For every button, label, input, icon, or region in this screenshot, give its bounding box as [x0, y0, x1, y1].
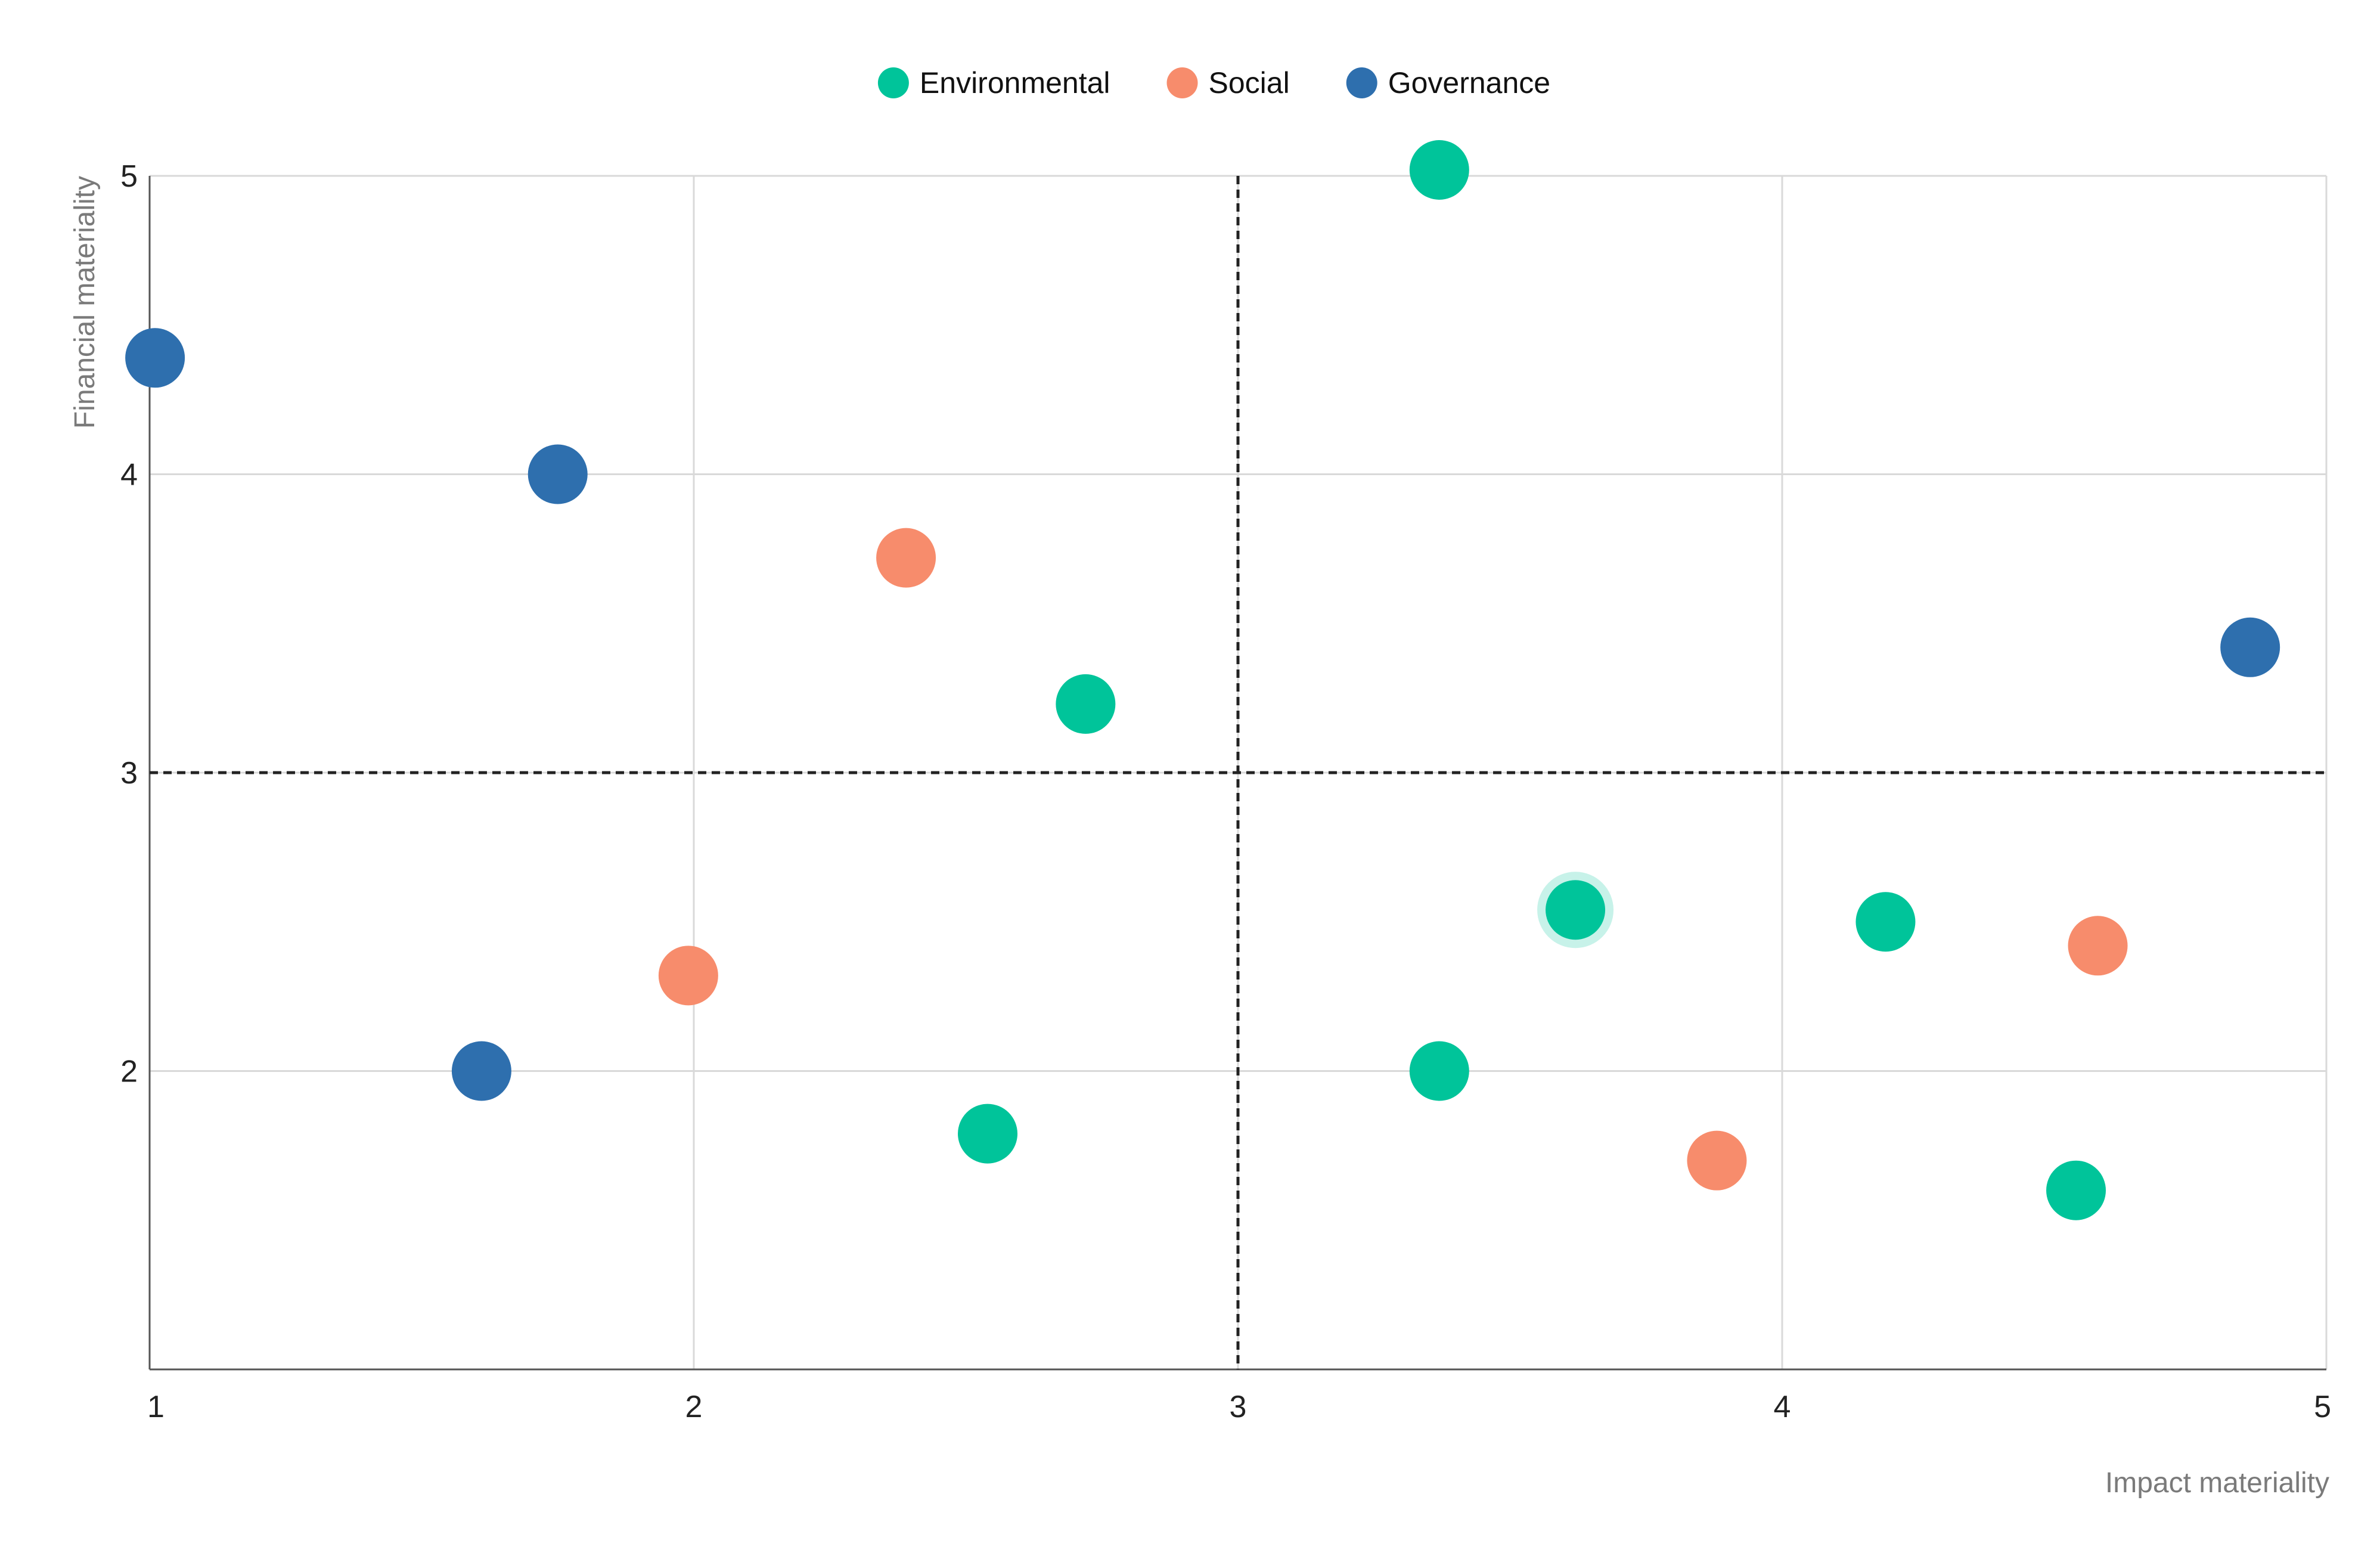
environmental-point[interactable] — [1409, 1041, 1469, 1101]
environmental-point[interactable] — [958, 1104, 1018, 1164]
legend-label: Environmental — [920, 66, 1110, 100]
legend-item-governance[interactable]: Governance — [1346, 66, 1550, 100]
x-tick-label: 3 — [1230, 1390, 1247, 1424]
legend: Environmental Social Governance — [877, 66, 1550, 100]
legend-item-environmental[interactable]: Environmental — [877, 66, 1110, 100]
governance-point[interactable] — [527, 444, 588, 504]
x-tick-label: 5 — [2314, 1390, 2331, 1424]
x-tick-label: 2 — [685, 1390, 703, 1424]
legend-label: Governance — [1388, 66, 1550, 100]
environmental-point[interactable] — [2046, 1160, 2106, 1220]
legend-swatch — [877, 67, 909, 98]
legend-label: Social — [1209, 66, 1290, 100]
legend-swatch — [1166, 67, 1198, 98]
social-point[interactable] — [1687, 1130, 1747, 1191]
y-tick-label: 5 — [120, 159, 138, 194]
environmental-point[interactable] — [1546, 880, 1606, 940]
governance-point[interactable] — [125, 328, 185, 388]
y-tick-label: 2 — [120, 1055, 138, 1089]
y-tick-label: 3 — [120, 756, 138, 791]
reference-lines — [150, 176, 2326, 1369]
governance-point[interactable] — [451, 1041, 511, 1101]
data-points — [125, 140, 2280, 1220]
social-point[interactable] — [658, 946, 718, 1006]
y-tick-label: 4 — [120, 458, 138, 492]
legend-item-social[interactable]: Social — [1166, 66, 1290, 100]
x-axis-title: Impact materiality — [2105, 1467, 2329, 1499]
environmental-point[interactable] — [1855, 892, 1916, 952]
tick-labels: 1 2 3 4 5 2 3 4 5 — [120, 159, 2331, 1424]
x-tick-label: 4 — [1774, 1390, 1791, 1424]
governance-point[interactable] — [2220, 617, 2280, 677]
social-point[interactable] — [876, 528, 936, 588]
legend-swatch — [1346, 67, 1377, 98]
x-tick-label: 1 — [147, 1390, 165, 1424]
environmental-point[interactable] — [1409, 140, 1469, 200]
y-axis-title: Financial materiality — [69, 176, 101, 429]
environmental-point[interactable] — [1056, 674, 1116, 734]
social-point[interactable] — [2068, 916, 2128, 976]
